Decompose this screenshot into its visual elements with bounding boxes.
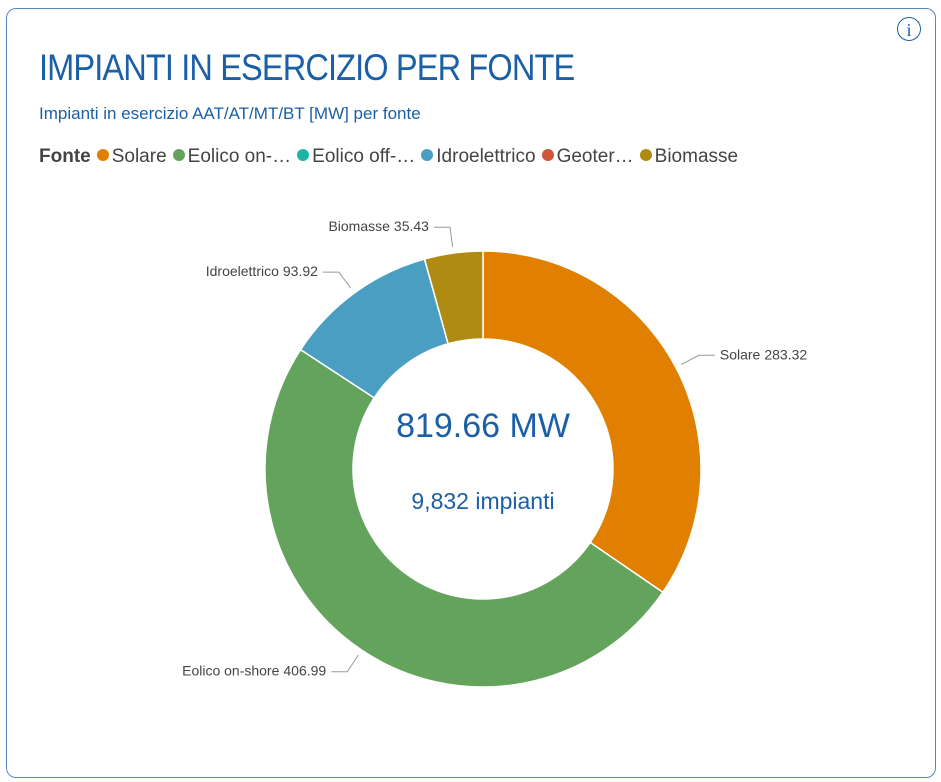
legend-item[interactable]: Eolico off-… bbox=[297, 146, 415, 167]
donut-slice bbox=[423, 250, 484, 345]
data-label-name: Eolico on-shore bbox=[182, 662, 279, 678]
data-label-value: 93.92 bbox=[283, 263, 318, 279]
leader-line bbox=[331, 654, 359, 673]
legend: Fonte Solare Eolico on-… Eolico off-… Idroel… bbox=[39, 146, 744, 168]
legend-swatch bbox=[96, 149, 109, 161]
legend-item[interactable]: Solare bbox=[96, 146, 167, 167]
data-label-value: 283.32 bbox=[764, 346, 807, 362]
data-label: Idroelettrico 93.92 bbox=[206, 263, 318, 279]
legend-item[interactable]: Idroelettrico bbox=[421, 146, 536, 167]
legend-label: Biomasse bbox=[654, 146, 739, 167]
data-label-name: Idroelettrico bbox=[206, 263, 279, 279]
leader-line bbox=[433, 226, 454, 248]
legend-label: Solare bbox=[111, 146, 167, 167]
legend-item[interactable]: Biomasse bbox=[639, 146, 739, 167]
legend-swatch bbox=[639, 149, 652, 161]
legend-swatch bbox=[421, 149, 434, 161]
legend-swatch bbox=[541, 149, 554, 161]
data-label: Eolico on-shore 406.99 bbox=[182, 662, 326, 678]
chart-subtitle: Impianti in esercizio AAT/AT/MT/BT [MW] … bbox=[39, 104, 421, 123]
data-label-name: Biomasse bbox=[328, 218, 390, 234]
data-label-name: Solare bbox=[720, 346, 761, 362]
data-label-value: 35.43 bbox=[394, 218, 429, 234]
chart-title: IMPIANTI IN ESERCIZIO PER FONTE bbox=[39, 47, 575, 88]
legend-title: Fonte bbox=[39, 146, 91, 167]
legend-item[interactable]: Geoter… bbox=[541, 146, 634, 167]
legend-item[interactable]: Eolico on-… bbox=[172, 146, 292, 167]
donut-slice bbox=[482, 250, 702, 594]
donut-slice bbox=[264, 348, 664, 688]
info-icon[interactable]: i bbox=[897, 17, 921, 41]
legend-label: Geoter… bbox=[556, 146, 634, 167]
center-value: 819.66 MW bbox=[396, 407, 570, 445]
legend-swatch bbox=[172, 149, 185, 161]
data-label-value: 406.99 bbox=[283, 662, 326, 678]
legend-label: Eolico on-… bbox=[187, 146, 292, 167]
legend-label: Eolico off-… bbox=[312, 146, 416, 167]
leader-line bbox=[680, 354, 715, 366]
legend-swatch bbox=[297, 149, 310, 161]
data-label: Solare 283.32 bbox=[720, 346, 808, 362]
legend-label: Idroelettrico bbox=[436, 146, 536, 167]
data-label: Biomasse 35.43 bbox=[328, 218, 429, 234]
leader-line bbox=[322, 271, 352, 289]
center-subtitle: 9,832 impianti bbox=[411, 488, 554, 514]
